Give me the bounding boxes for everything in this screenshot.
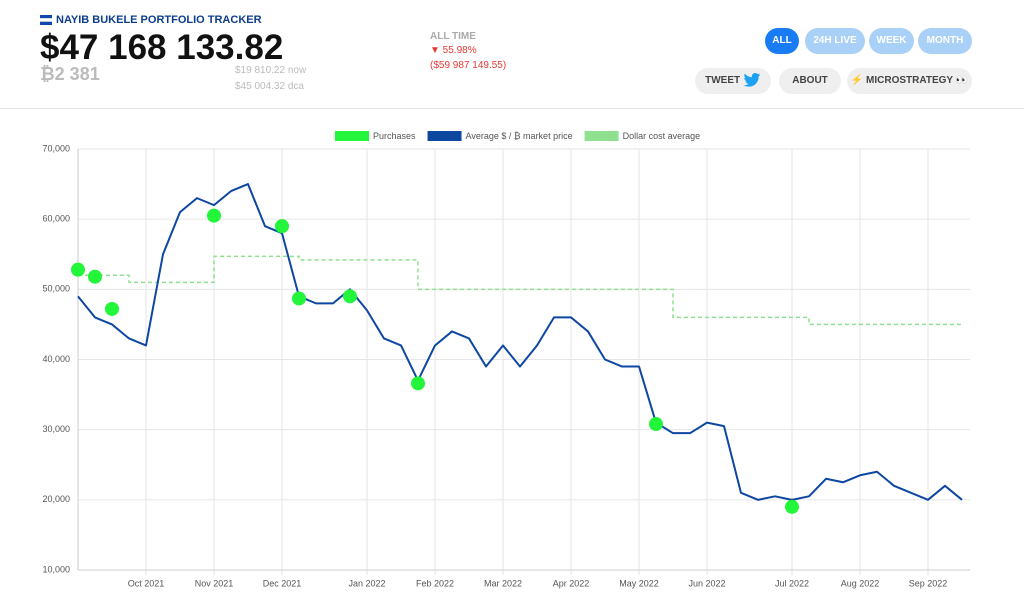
now-value: $19 810.22 xyxy=(235,65,286,76)
y-tick-label: 70,000 xyxy=(42,143,70,153)
dca-value: $45 004.32 xyxy=(235,81,286,92)
x-tick-label: Feb 2022 xyxy=(416,578,454,588)
x-tick-label: Jan 2022 xyxy=(348,578,385,588)
nav-button[interactable]: WEEK xyxy=(869,28,914,54)
x-tick-label: Mar 2022 xyxy=(484,578,522,588)
price-line xyxy=(77,183,963,501)
x-tick-label: Oct 2021 xyxy=(128,578,165,588)
header: NAYIB BUKELE PORTFOLIO TRACKER $47 168 1… xyxy=(0,0,1024,109)
y-tick-label: 50,000 xyxy=(42,284,70,294)
now-price: $19 810.22 now xyxy=(235,65,306,76)
purchase-dot xyxy=(71,262,85,277)
legend-label: Average $ / ₿ market price xyxy=(466,131,573,141)
nav-button[interactable]: ALL xyxy=(765,28,799,54)
flag-icon xyxy=(40,15,52,25)
purchase-dot xyxy=(292,291,306,306)
nav-button[interactable]: 24H LIVE xyxy=(805,28,865,54)
x-tick-label: Dec 2021 xyxy=(263,578,302,588)
purchase-dot xyxy=(343,289,357,304)
legend-swatch xyxy=(335,131,369,141)
x-tick-label: Aug 2022 xyxy=(841,578,880,588)
y-tick-label: 60,000 xyxy=(42,214,70,224)
x-tick-label: Nov 2021 xyxy=(195,578,234,588)
legend-label: Dollar cost average xyxy=(623,131,701,141)
x-tick-label: Apr 2022 xyxy=(553,578,590,588)
legend-label: Purchases xyxy=(373,131,416,141)
about-button[interactable]: ABOUT xyxy=(779,68,841,94)
y-tick-label: 20,000 xyxy=(42,494,70,504)
change-usd: ($59 987 149.55) xyxy=(430,60,507,71)
dca-line xyxy=(78,255,962,326)
y-tick-label: 30,000 xyxy=(42,424,70,434)
purchase-dot xyxy=(207,208,221,223)
change-pct: ▼ 55.98% xyxy=(430,45,477,56)
purchase-dot xyxy=(785,499,799,514)
twitter-icon xyxy=(743,73,761,88)
tweet-label: TWEET xyxy=(705,75,741,86)
x-tick-label: Jun 2022 xyxy=(688,578,725,588)
dca-price: $45 004.32 dca xyxy=(235,81,304,92)
purchase-dot xyxy=(411,376,425,391)
btc-holdings: ₿2 381 xyxy=(40,64,100,84)
legend-swatch xyxy=(427,131,462,141)
microstrategy-button[interactable]: ⚡ MICROSTRATEGY 👀 xyxy=(847,68,972,94)
y-tick-label: 10,000 xyxy=(42,564,70,574)
legend-swatch xyxy=(584,131,619,141)
purchase-dot xyxy=(275,219,289,234)
x-tick-label: Sep 2022 xyxy=(909,578,948,588)
x-tick-label: Jul 2022 xyxy=(775,578,809,588)
purchase-dot xyxy=(105,301,119,316)
nav-button[interactable]: MONTH xyxy=(918,28,972,54)
app-title: NAYIB BUKELE PORTFOLIO TRACKER xyxy=(56,14,262,26)
dca-unit: dca xyxy=(287,81,304,92)
portfolio-value: $47 168 133.82 xyxy=(40,28,284,67)
purchase-dot xyxy=(649,417,663,432)
now-unit: now xyxy=(287,65,307,76)
period-label: ALL TIME xyxy=(430,31,476,42)
tweet-button[interactable]: TWEET xyxy=(695,68,771,94)
purchase-dot xyxy=(88,269,102,284)
x-tick-label: May 2022 xyxy=(619,578,659,588)
y-tick-label: 40,000 xyxy=(42,354,70,364)
